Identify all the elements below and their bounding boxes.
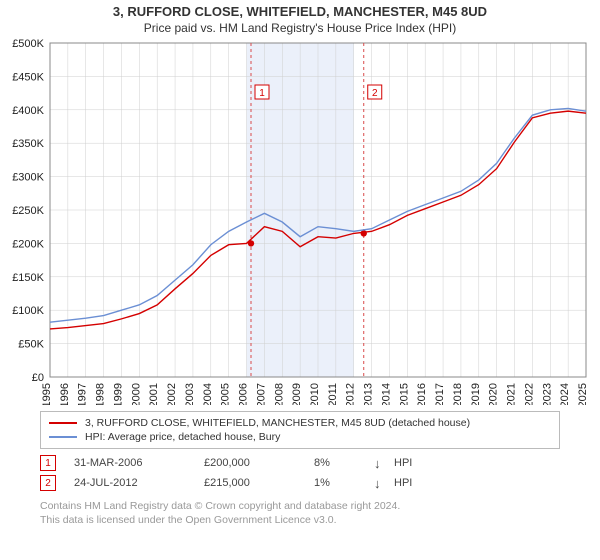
svg-text:£400K: £400K xyxy=(12,105,44,117)
sale-price: £215,000 xyxy=(204,477,314,489)
svg-text:1999: 1999 xyxy=(112,383,124,405)
svg-text:£150K: £150K xyxy=(12,272,44,284)
svg-text:2003: 2003 xyxy=(184,383,196,405)
svg-text:2024: 2024 xyxy=(559,383,571,405)
svg-text:£450K: £450K xyxy=(12,71,44,83)
table-row: 2 24-JUL-2012 £215,000 1% ↓ HPI xyxy=(40,473,560,493)
page-subtitle: Price paid vs. HM Land Registry's House … xyxy=(0,21,600,35)
sale-pct: 1% xyxy=(314,477,374,489)
svg-text:2002: 2002 xyxy=(166,383,178,405)
sale-marker-icon: 1 xyxy=(40,455,56,471)
svg-text:2010: 2010 xyxy=(309,383,321,405)
svg-text:£350K: £350K xyxy=(12,138,44,150)
svg-text:2018: 2018 xyxy=(452,383,464,405)
sale-date: 31-MAR-2006 xyxy=(74,457,204,469)
legend-swatch xyxy=(49,422,77,424)
sale-hpi-label: HPI xyxy=(394,477,434,489)
svg-text:2014: 2014 xyxy=(380,383,392,405)
svg-text:2: 2 xyxy=(372,88,378,99)
svg-text:1: 1 xyxy=(259,88,265,99)
legend-swatch xyxy=(49,436,77,438)
svg-text:2022: 2022 xyxy=(523,383,535,405)
svg-text:£200K: £200K xyxy=(12,238,44,250)
legend-label: HPI: Average price, detached house, Bury xyxy=(85,431,280,443)
svg-text:2016: 2016 xyxy=(416,383,428,405)
svg-text:£0: £0 xyxy=(32,372,44,384)
svg-text:£250K: £250K xyxy=(12,205,44,217)
svg-text:1996: 1996 xyxy=(59,383,71,405)
svg-text:2017: 2017 xyxy=(434,383,446,405)
svg-text:2000: 2000 xyxy=(130,383,142,405)
sale-price: £200,000 xyxy=(204,457,314,469)
svg-text:2001: 2001 xyxy=(148,383,160,405)
sale-marker-icon: 2 xyxy=(40,475,56,491)
sales-table: 1 31-MAR-2006 £200,000 8% ↓ HPI 2 24-JUL… xyxy=(40,453,560,493)
svg-text:2006: 2006 xyxy=(238,383,250,405)
price-chart: £0 £50K £100K £150K £200K £250K £300K £350K £400… xyxy=(0,35,600,405)
table-row: 1 31-MAR-2006 £200,000 8% ↓ HPI xyxy=(40,453,560,473)
svg-text:2021: 2021 xyxy=(506,383,518,405)
svg-text:2011: 2011 xyxy=(327,383,339,405)
legend-label: 3, RUFFORD CLOSE, WHITEFIELD, MANCHESTER… xyxy=(85,417,470,429)
svg-text:2008: 2008 xyxy=(273,383,285,405)
sale-date: 24-JUL-2012 xyxy=(74,477,204,489)
svg-text:2007: 2007 xyxy=(255,383,267,405)
legend-row: HPI: Average price, detached house, Bury xyxy=(49,430,551,444)
svg-text:2012: 2012 xyxy=(345,383,357,405)
svg-text:1997: 1997 xyxy=(77,383,89,405)
svg-text:2009: 2009 xyxy=(291,383,303,405)
svg-text:2013: 2013 xyxy=(363,383,375,405)
sale-hpi-label: HPI xyxy=(394,457,434,469)
svg-text:1998: 1998 xyxy=(95,383,107,405)
svg-text:2004: 2004 xyxy=(202,383,214,405)
svg-text:£500K: £500K xyxy=(12,38,44,50)
arrow-down-icon: ↓ xyxy=(374,456,394,471)
attribution-line: This data is licensed under the Open Gov… xyxy=(40,513,560,527)
attribution: Contains HM Land Registry data © Crown c… xyxy=(40,499,560,527)
svg-text:2015: 2015 xyxy=(398,383,410,405)
svg-text:£100K: £100K xyxy=(12,305,44,317)
attribution-line: Contains HM Land Registry data © Crown c… xyxy=(40,499,560,513)
svg-text:2023: 2023 xyxy=(541,383,553,405)
svg-text:£300K: £300K xyxy=(12,172,44,184)
svg-text:2019: 2019 xyxy=(470,383,482,405)
legend-row: 3, RUFFORD CLOSE, WHITEFIELD, MANCHESTER… xyxy=(49,416,551,430)
svg-text:2020: 2020 xyxy=(488,383,500,405)
svg-text:1995: 1995 xyxy=(41,383,53,405)
svg-text:2025: 2025 xyxy=(577,383,589,405)
svg-text:£50K: £50K xyxy=(18,339,44,351)
arrow-down-icon: ↓ xyxy=(374,476,394,491)
page-title: 3, RUFFORD CLOSE, WHITEFIELD, MANCHESTER… xyxy=(0,4,600,19)
legend: 3, RUFFORD CLOSE, WHITEFIELD, MANCHESTER… xyxy=(40,411,560,449)
svg-text:2005: 2005 xyxy=(220,383,232,405)
sale-pct: 8% xyxy=(314,457,374,469)
